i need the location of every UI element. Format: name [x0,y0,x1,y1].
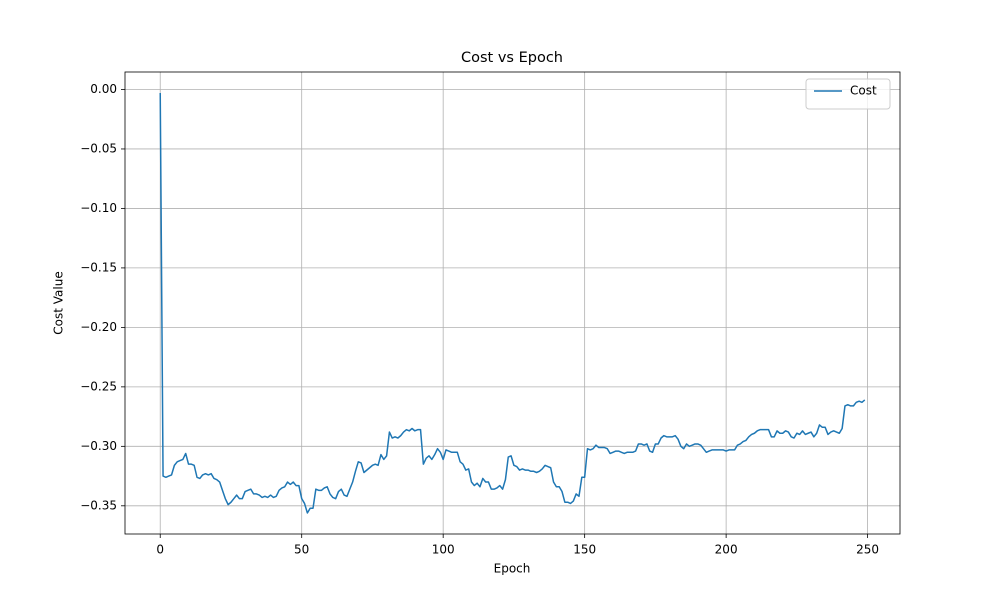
y-axis-label: Cost Value [52,271,66,334]
legend: Cost [805,78,891,110]
chart-title: Cost vs Epoch [461,50,563,66]
x-tick-label: 50 [294,543,309,557]
x-tick-label: 150 [573,543,596,557]
legend-label: Cost [850,84,877,98]
y-tick-label: −0.25 [80,379,117,393]
legend-box [805,78,891,110]
y-tick-label: −0.35 [80,498,117,512]
x-tick-label: 200 [715,543,738,557]
plot-area [159,93,866,514]
x-tick-label: 100 [432,543,455,557]
y-tick-label: −0.30 [80,439,117,453]
grid [125,72,900,534]
y-tick-label: −0.05 [80,141,117,155]
y-tick-label: −0.20 [80,320,117,334]
axes-frame [124,71,901,535]
line-series [159,93,866,514]
y-tick-label: −0.10 [80,201,117,215]
y-tick-label: 0.00 [90,82,117,96]
x-tick-label: 250 [856,543,879,557]
x-tick-label: 0 [156,543,164,557]
x-axis-label: Epoch [494,562,531,576]
y-tick-label: −0.15 [80,260,117,274]
